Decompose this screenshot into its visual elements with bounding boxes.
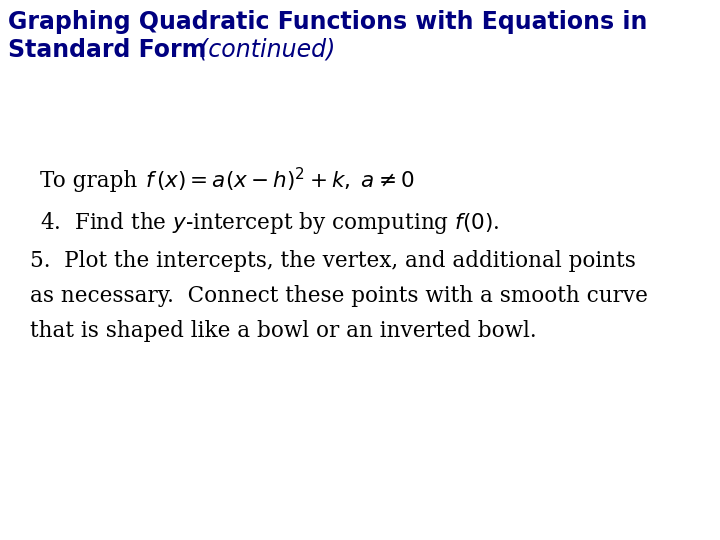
Text: $f\,(x) = a(x - h)^2 + k,\; a \neq 0$: $f\,(x) = a(x - h)^2 + k,\; a \neq 0$ bbox=[145, 166, 415, 194]
Text: ALWAYS LEARNING: ALWAYS LEARNING bbox=[8, 519, 92, 529]
Text: 4.  Find the $y$-intercept by computing $f(0)$.: 4. Find the $y$-intercept by computing $… bbox=[40, 210, 499, 236]
Text: 5.  Plot the intercepts, the vertex, and additional points: 5. Plot the intercepts, the vertex, and … bbox=[30, 250, 636, 272]
Text: Copyright © 2014, 2010, 2007 Pearson Education, Inc.: Copyright © 2014, 2010, 2007 Pearson Edu… bbox=[236, 519, 484, 529]
Text: as necessary.  Connect these points with a smooth curve: as necessary. Connect these points with … bbox=[30, 285, 648, 307]
Text: 5: 5 bbox=[700, 517, 708, 530]
Text: PEARSON: PEARSON bbox=[625, 517, 692, 530]
Text: (continued): (continued) bbox=[184, 38, 336, 62]
Text: Standard Form: Standard Form bbox=[8, 38, 207, 62]
Text: that is shaped like a bowl or an inverted bowl.: that is shaped like a bowl or an inverte… bbox=[30, 320, 536, 342]
Text: To graph: To graph bbox=[40, 170, 158, 192]
Text: Graphing Quadratic Functions with Equations in: Graphing Quadratic Functions with Equati… bbox=[8, 10, 647, 34]
